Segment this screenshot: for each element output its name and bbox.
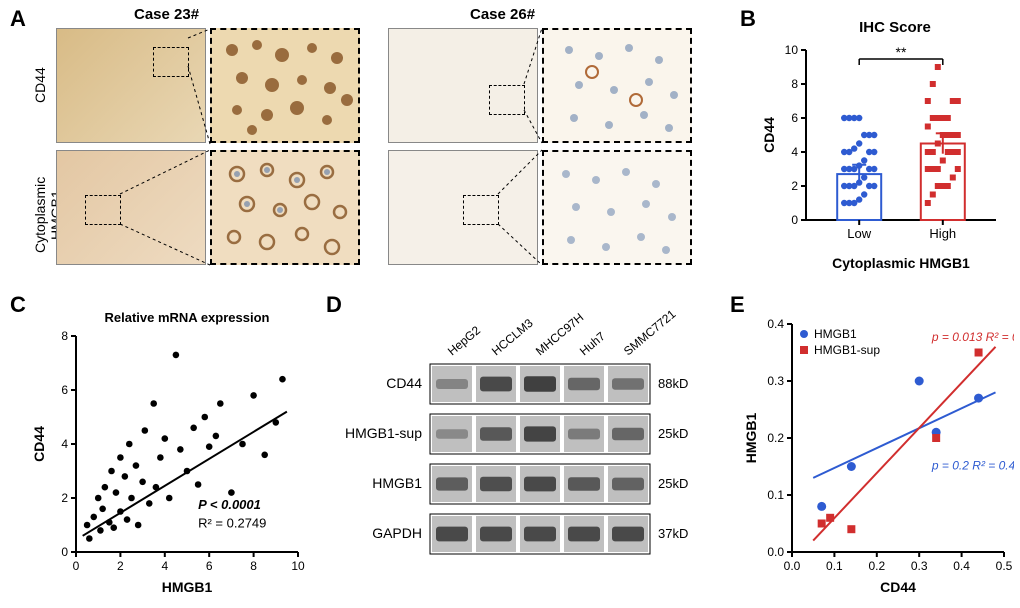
svg-text:0.1: 0.1: [767, 488, 784, 502]
svg-text:CD44: CD44: [761, 117, 777, 153]
ihc-case26-cd44-overview: [388, 28, 538, 143]
svg-text:Cytoplasmic HMGB1: Cytoplasmic HMGB1: [832, 255, 970, 271]
svg-text:p = 0.013 R² = 0.9: p = 0.013 R² = 0.9: [931, 330, 1014, 344]
svg-text:HMGB1: HMGB1: [814, 327, 857, 341]
svg-text:Relative mRNA expression: Relative mRNA expression: [105, 310, 270, 325]
svg-text:GAPDH: GAPDH: [372, 525, 422, 541]
zoom-connector-icon: [494, 190, 549, 270]
ihc-case26-cd44-zoom: [542, 28, 692, 143]
svg-text:8: 8: [250, 559, 257, 573]
svg-text:4: 4: [61, 437, 68, 451]
svg-text:HCCLM3: HCCLM3: [489, 316, 536, 359]
svg-text:0.4: 0.4: [767, 317, 784, 331]
figure-root: A Case 23# Case 26# CD44 Cytoplasmic HMG…: [0, 0, 1020, 608]
svg-text:0: 0: [791, 213, 798, 227]
panel-b-label: B: [740, 6, 756, 32]
panel-c-chart: Relative mRNA expression 0 2 4 6 8 10 0 2 4 6 8 HMGB…: [30, 308, 310, 598]
svg-text:CD44: CD44: [386, 375, 422, 391]
svg-text:High: High: [929, 226, 956, 241]
svg-text:4: 4: [791, 145, 798, 159]
svg-text:SMMC7721: SMMC7721: [621, 307, 679, 359]
svg-text:CD44: CD44: [880, 579, 916, 595]
stain-pattern-icon: [212, 30, 362, 145]
svg-text:MHCC97H: MHCC97H: [533, 310, 586, 358]
svg-text:HMGB1: HMGB1: [162, 579, 213, 595]
svg-text:0.5: 0.5: [996, 559, 1013, 573]
svg-text:4: 4: [161, 559, 168, 573]
svg-text:37kD: 37kD: [658, 526, 688, 541]
case-23-title: Case 23#: [134, 6, 199, 23]
svg-text:Low: Low: [847, 226, 871, 241]
svg-text:0.2: 0.2: [767, 431, 784, 445]
svg-text:0.0: 0.0: [767, 545, 784, 559]
svg-text:25kD: 25kD: [658, 426, 688, 441]
svg-text:HMGB1: HMGB1: [372, 475, 422, 491]
svg-text:P < 0.0001: P < 0.0001: [198, 497, 261, 512]
panel-a-grid: Case 23# Case 26# CD44 Cytoplasmic HMGB1: [56, 20, 704, 276]
ihc-case23-cd44-zoom: [210, 28, 360, 143]
svg-text:IHC Score: IHC Score: [859, 19, 931, 36]
svg-text:10: 10: [291, 559, 305, 573]
panel-a-label: A: [10, 6, 26, 32]
row-cd44-label: CD44: [32, 60, 48, 110]
svg-text:0.3: 0.3: [911, 559, 928, 573]
panel-b-chart: IHC Score 0 2 4 6 8 10 CD44 Low High Cytoplasmic H…: [760, 16, 1010, 274]
svg-text:CD44: CD44: [31, 426, 47, 462]
stain-pattern-icon: [212, 152, 362, 267]
svg-text:0.3: 0.3: [767, 374, 784, 388]
svg-text:0: 0: [61, 545, 68, 559]
case-26-title: Case 26#: [470, 6, 535, 23]
svg-text:6: 6: [791, 111, 798, 125]
zoom-connector-icon: [116, 190, 216, 270]
svg-text:HMGB1: HMGB1: [743, 413, 759, 464]
svg-text:0: 0: [73, 559, 80, 573]
svg-text:6: 6: [206, 559, 213, 573]
ihc-case23-hmgb1-zoom: [210, 150, 360, 265]
svg-text:88kD: 88kD: [658, 376, 688, 391]
svg-text:2: 2: [791, 179, 798, 193]
svg-text:R² = 0.2749: R² = 0.2749: [198, 516, 266, 531]
svg-text:2: 2: [61, 491, 68, 505]
svg-text:8: 8: [791, 77, 798, 91]
svg-text:**: **: [896, 44, 907, 60]
ihc-case26-hmgb1-zoom: [542, 150, 692, 265]
svg-text:2: 2: [117, 559, 124, 573]
zoom-connector-icon: [184, 34, 214, 70]
stain-pattern-icon: [544, 30, 694, 145]
svg-text:8: 8: [61, 329, 68, 343]
svg-text:HepG2: HepG2: [445, 323, 483, 358]
svg-text:p = 0.2 R² = 0.46: p = 0.2 R² = 0.46: [931, 458, 1014, 472]
svg-text:25kD: 25kD: [658, 476, 688, 491]
panel-c-label: C: [10, 292, 26, 318]
stain-pattern-icon: [544, 152, 694, 267]
panel-d-blots: HepG2HCCLM3MHCC97HHuh7 SMMC7721 CD44 88kD HM…: [336, 304, 718, 600]
svg-text:0.4: 0.4: [953, 559, 970, 573]
svg-text:HMGB1-sup: HMGB1-sup: [345, 425, 422, 441]
svg-text:0.2: 0.2: [868, 559, 885, 573]
svg-text:6: 6: [61, 383, 68, 397]
svg-text:0.1: 0.1: [826, 559, 843, 573]
svg-text:0.0: 0.0: [784, 559, 801, 573]
zoom-connector-icon: [520, 80, 550, 140]
svg-text:Huh7: Huh7: [577, 329, 608, 358]
svg-text:HMGB1-sup: HMGB1-sup: [814, 343, 880, 357]
svg-text:10: 10: [785, 43, 799, 57]
panel-e-chart: 0.0 0.1 0.2 0.3 0.4 0.5 0.0 0.1 0.2 0.3 0.4 CD44 HMG…: [742, 308, 1014, 598]
